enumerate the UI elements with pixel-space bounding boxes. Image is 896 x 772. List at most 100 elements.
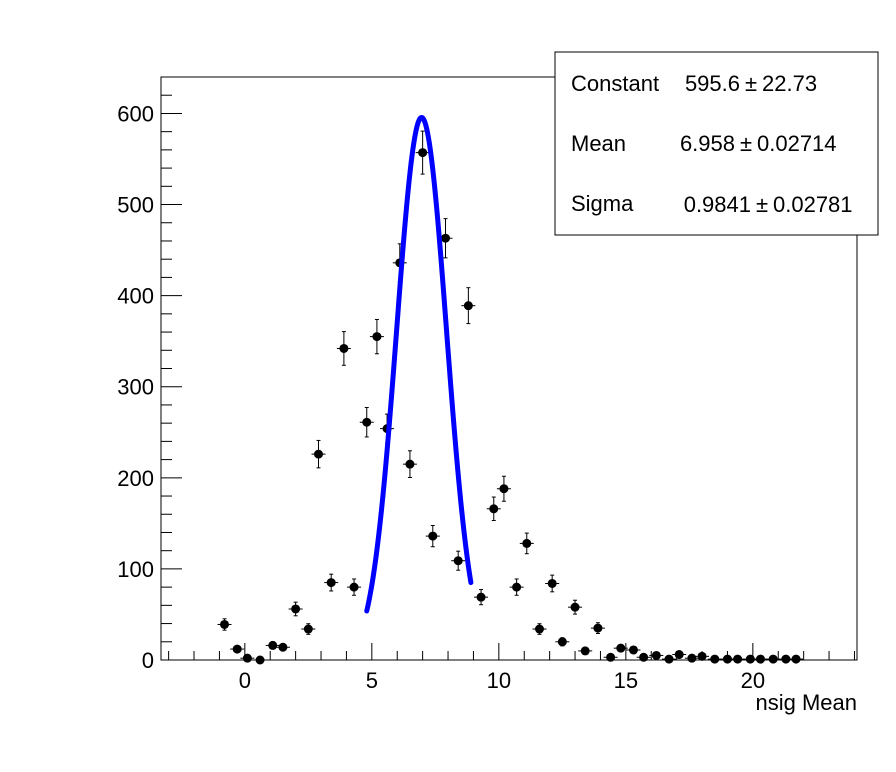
x-tick-label: 5 — [366, 668, 378, 693]
stats-pm-constant: ± — [745, 71, 757, 96]
data-point — [360, 408, 374, 437]
point-marker — [535, 625, 544, 634]
x-axis-title: nsig Mean — [755, 690, 857, 715]
data-point — [487, 497, 501, 520]
data-point — [789, 655, 803, 664]
point-marker — [441, 234, 450, 243]
data-point — [289, 602, 303, 616]
data-point — [578, 646, 592, 655]
stats-error-constant: 22.73 — [762, 71, 817, 96]
point-marker — [571, 603, 580, 612]
data-point — [708, 655, 722, 664]
data-point — [240, 654, 254, 663]
stats-label-sigma: Sigma — [571, 191, 634, 216]
data-point — [753, 655, 767, 664]
point-marker — [781, 655, 790, 664]
data-point — [672, 650, 686, 659]
y-tick-label: 100 — [117, 557, 154, 582]
point-marker — [464, 301, 473, 310]
data-point — [497, 476, 511, 501]
point-marker — [243, 654, 252, 663]
data-point — [510, 579, 524, 595]
point-marker — [512, 583, 521, 592]
data-point — [347, 579, 361, 595]
point-marker — [522, 539, 531, 548]
point-marker — [233, 645, 242, 654]
point-marker — [220, 620, 229, 629]
point-marker — [558, 637, 567, 646]
point-marker — [581, 646, 590, 655]
point-marker — [314, 450, 323, 459]
x-axis: 0 5 10 15 20 — [169, 643, 855, 693]
point-marker — [639, 653, 648, 662]
point-marker — [268, 641, 277, 650]
data-point — [520, 533, 534, 554]
data-point — [461, 288, 475, 324]
data-point — [555, 637, 569, 646]
data-point — [451, 551, 465, 570]
point-marker — [499, 484, 508, 493]
point-marker — [652, 651, 661, 660]
point-marker — [454, 556, 463, 565]
point-marker — [687, 654, 696, 663]
point-marker — [606, 653, 615, 662]
point-marker — [428, 532, 437, 541]
data-point — [266, 641, 280, 650]
point-marker — [723, 655, 732, 664]
point-marker — [616, 644, 625, 653]
data-point — [626, 645, 640, 654]
data-point — [311, 440, 325, 467]
stats-label-mean: Mean — [571, 131, 626, 156]
stats-label-constant: Constant — [571, 71, 659, 96]
data-point — [218, 619, 232, 630]
data-point — [301, 624, 315, 635]
point-marker — [477, 593, 486, 602]
stats-value-sigma: 0.9841 — [684, 192, 751, 217]
y-tick-label: 200 — [117, 466, 154, 491]
data-point — [532, 624, 546, 635]
point-marker — [362, 418, 371, 427]
data-point — [545, 575, 559, 592]
data-point — [370, 319, 384, 353]
point-marker — [256, 656, 265, 665]
x-tick-label: 10 — [487, 668, 511, 693]
stats-value-constant: 595.6 — [685, 71, 740, 96]
point-marker — [698, 652, 707, 661]
point-marker — [489, 504, 498, 513]
data-point — [337, 332, 351, 366]
y-tick-label: 500 — [117, 193, 154, 218]
x-tick-label: 0 — [239, 668, 251, 693]
stats-error-sigma: 0.02781 — [773, 192, 853, 217]
y-tick-label: 400 — [117, 284, 154, 309]
gaussian-fit-curve — [367, 117, 471, 611]
point-marker — [372, 332, 381, 341]
point-marker — [756, 655, 765, 664]
point-marker — [278, 643, 287, 652]
y-tick-label: 0 — [142, 648, 154, 673]
point-marker — [665, 655, 674, 664]
data-point — [662, 655, 676, 664]
point-marker — [339, 344, 348, 353]
data-point — [474, 590, 488, 605]
data-point — [426, 525, 440, 546]
data-point — [276, 643, 290, 652]
data-point — [568, 600, 582, 614]
point-marker — [629, 645, 638, 654]
point-marker — [405, 460, 414, 469]
y-tick-label: 600 — [117, 101, 154, 126]
data-point — [591, 623, 605, 634]
x-tick-label: 15 — [614, 668, 638, 693]
data-point — [253, 656, 267, 665]
point-marker — [746, 655, 755, 664]
data-point — [731, 655, 745, 664]
data-point — [324, 574, 338, 591]
point-marker — [675, 650, 684, 659]
y-tick-label: 300 — [117, 375, 154, 400]
stats-pm-mean: ± — [740, 131, 752, 156]
point-marker — [304, 625, 313, 634]
stats-pm-sigma: ± — [756, 192, 768, 217]
stats-error-mean: 0.02714 — [757, 131, 837, 156]
point-marker — [769, 655, 778, 664]
point-marker — [733, 655, 742, 664]
